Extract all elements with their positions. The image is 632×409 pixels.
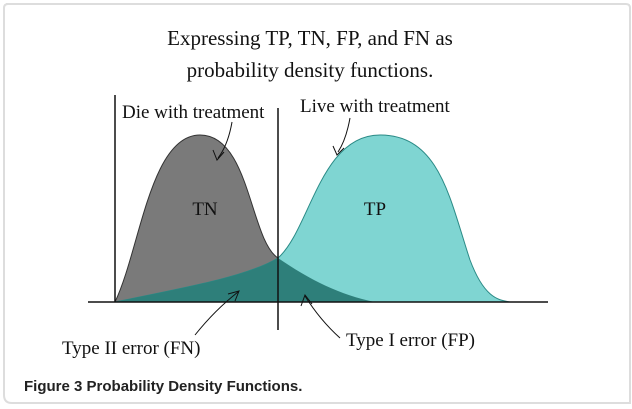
arrow [217, 121, 233, 159]
title-line: Expressing TP, TN, FP, and FN as [167, 26, 453, 50]
arrow [337, 117, 351, 153]
arrowhead [227, 290, 240, 302]
title-line: probability density functions. [187, 58, 434, 82]
arrow [304, 295, 341, 339]
fn-label: Type II error (FN) [62, 338, 200, 359]
caption: Figure 3 Probability Density Functions. [24, 378, 302, 395]
frame [3, 3, 631, 404]
left-label: Die with treatment [122, 102, 265, 123]
caption-text: Probability Density Functions. [87, 378, 303, 395]
tp-label: TP [364, 199, 386, 220]
arrowhead [300, 293, 313, 307]
arrow [194, 291, 239, 336]
tn-label: TN [192, 199, 218, 220]
arrowhead [212, 149, 225, 161]
fp-label: Type I error (FP) [346, 330, 475, 351]
arrowhead [332, 145, 345, 156]
tp-curve [114, 134, 511, 303]
right-label: Live with treatment [300, 96, 451, 117]
caption-label: Figure 3 [24, 378, 82, 395]
